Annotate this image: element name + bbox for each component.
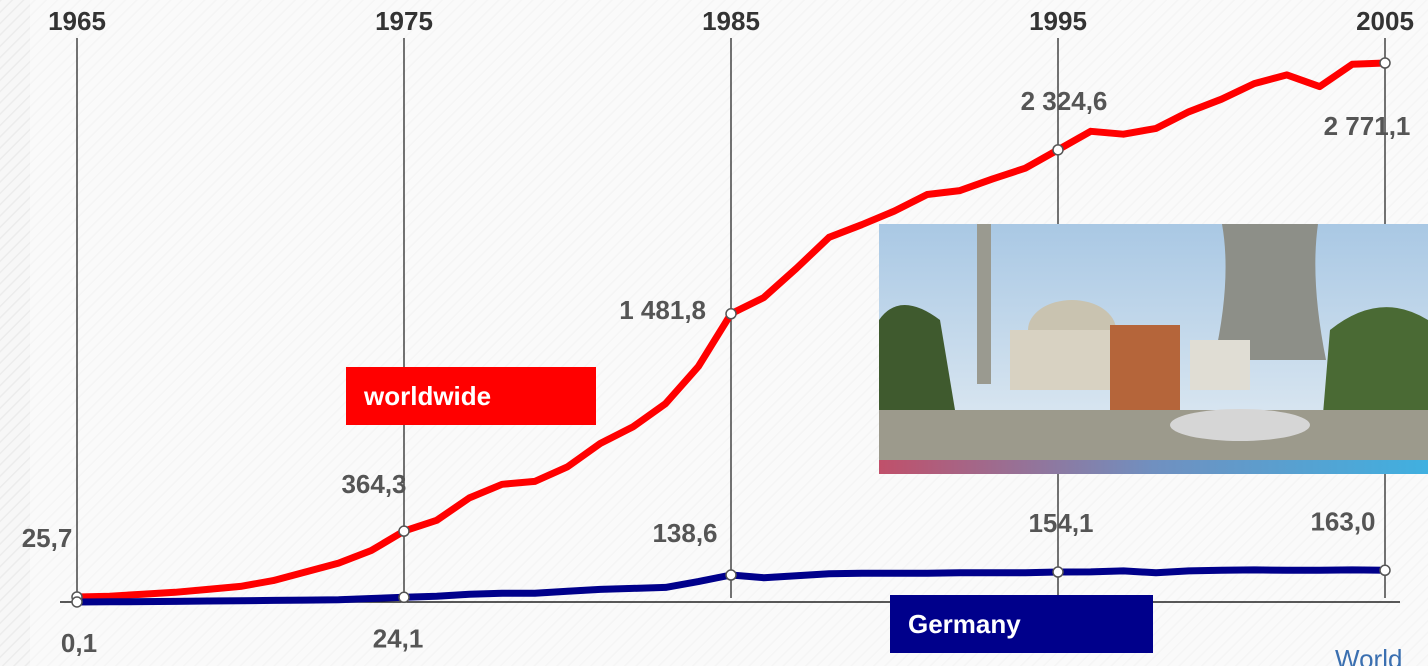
value-label: 24,1	[373, 623, 424, 653]
value-label: 0,1	[61, 628, 97, 658]
x-tick-label: 1995	[1029, 6, 1087, 36]
chart: World 1965 1975 1985 1995 2005 25,7 364,3 1 481…	[0, 0, 1428, 666]
value-label: 25,7	[22, 523, 73, 553]
legend-label: Germany	[908, 609, 1021, 639]
value-label: 163,0	[1310, 506, 1375, 536]
marker	[399, 592, 409, 602]
photo	[879, 224, 1428, 474]
value-label: 138,6	[652, 518, 717, 548]
x-tick-label: 1975	[375, 6, 433, 36]
value-label: 2 771,1	[1324, 111, 1411, 141]
x-tick-label: 1965	[48, 6, 106, 36]
marker	[1053, 145, 1063, 155]
marker	[1053, 567, 1063, 577]
x-tick-label: 1985	[702, 6, 760, 36]
value-label: 154,1	[1028, 508, 1093, 538]
value-label: 1 481,8	[619, 295, 706, 325]
logo-text: World	[1335, 644, 1402, 666]
marker	[72, 597, 82, 607]
x-tick-label: 2005	[1356, 6, 1414, 36]
value-label: 2 324,6	[1021, 86, 1108, 116]
marker	[1380, 565, 1390, 575]
marker	[399, 526, 409, 536]
value-label: 364,3	[341, 469, 406, 499]
marker	[726, 570, 736, 580]
marker	[726, 309, 736, 319]
legend-label: worldwide	[363, 381, 491, 411]
marker	[1380, 58, 1390, 68]
